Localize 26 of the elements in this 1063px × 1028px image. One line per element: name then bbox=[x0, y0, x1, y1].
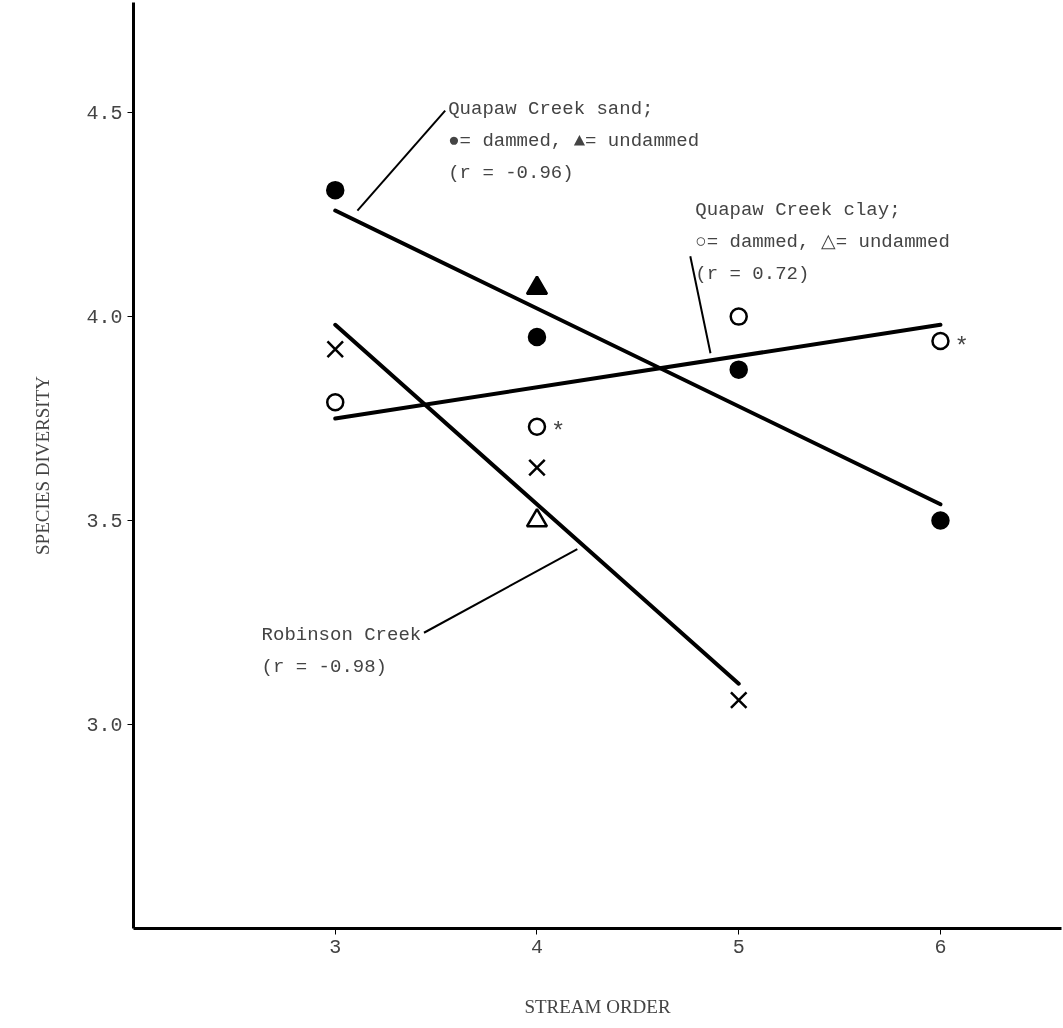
point bbox=[931, 511, 950, 530]
point bbox=[326, 340, 345, 359]
annotation: Robinson Creek (r = -0.98) bbox=[261, 623, 422, 678]
annotation: Quapaw Creek clay; ○= dammed, △= undammed (r = 0.72) bbox=[695, 199, 950, 285]
y-tick-label: 4.5 bbox=[86, 102, 123, 126]
annotation: * bbox=[550, 419, 566, 447]
point bbox=[931, 331, 950, 351]
point bbox=[729, 307, 748, 326]
y-axis-title: SPECIES DIVERSITY bbox=[32, 375, 54, 555]
point bbox=[325, 393, 345, 412]
annotation: * bbox=[954, 333, 969, 361]
annotation: Quapaw Creek sand; ●= dammed, ▲= undammed (r = -0.96) bbox=[448, 98, 700, 185]
point bbox=[729, 360, 748, 379]
point bbox=[729, 691, 748, 710]
x-tick-label: 6 bbox=[934, 935, 947, 959]
point bbox=[527, 458, 547, 477]
x-axis-title: STREAM ORDER bbox=[524, 995, 671, 1017]
y-tick-label: 4.0 bbox=[86, 306, 123, 330]
y-tick-label: 3.5 bbox=[86, 510, 123, 534]
y-tick-label: 3.0 bbox=[86, 714, 123, 738]
point bbox=[325, 180, 345, 200]
point bbox=[527, 327, 547, 347]
x-tick-label: 4 bbox=[530, 935, 543, 959]
x-tick-label: 5 bbox=[732, 935, 745, 959]
point bbox=[527, 417, 547, 436]
x-tick-label: 3 bbox=[329, 935, 342, 959]
